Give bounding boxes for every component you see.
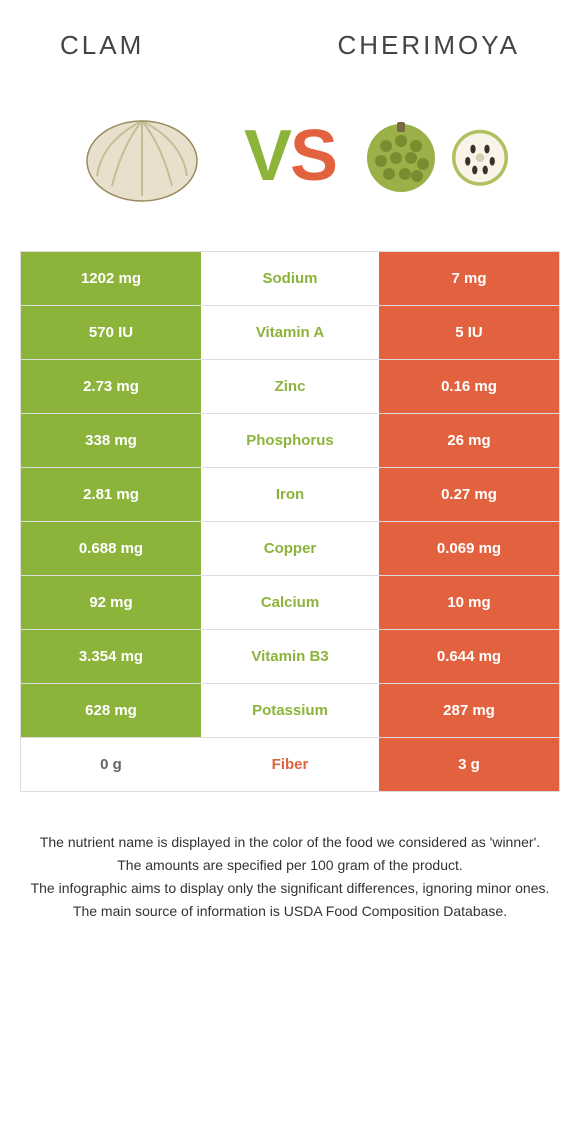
left-value: 0 g [21, 738, 201, 791]
left-value: 1202 mg [21, 252, 201, 305]
left-value: 338 mg [21, 414, 201, 467]
table-row: 628 mgPotassium287 mg [21, 684, 559, 738]
footer-notes: The nutrient name is displayed in the co… [0, 792, 580, 922]
nutrient-label: Potassium [201, 684, 379, 737]
comparison-table: 1202 mgSodium7 mg570 IUVitamin A5 IU2.73… [20, 251, 560, 792]
nutrient-label: Calcium [201, 576, 379, 629]
title-row: CLAM CHERIMOYA [0, 0, 580, 71]
table-row: 1202 mgSodium7 mg [21, 252, 559, 306]
left-value: 570 IU [21, 306, 201, 359]
left-value: 2.81 mg [21, 468, 201, 521]
nutrient-label: Fiber [201, 738, 379, 791]
left-value: 0.688 mg [21, 522, 201, 575]
table-row: 0 gFiber3 g [21, 738, 559, 792]
table-row: 2.73 mgZinc0.16 mg [21, 360, 559, 414]
footer-line: The nutrient name is displayed in the co… [30, 832, 550, 853]
left-value: 2.73 mg [21, 360, 201, 413]
nutrient-label: Sodium [201, 252, 379, 305]
cherimoya-image [336, 116, 540, 196]
table-row: 338 mgPhosphorus26 mg [21, 414, 559, 468]
right-value: 0.27 mg [379, 468, 559, 521]
nutrient-label: Phosphorus [201, 414, 379, 467]
left-value: 3.354 mg [21, 630, 201, 683]
footer-line: The infographic aims to display only the… [30, 878, 550, 899]
left-value: 628 mg [21, 684, 201, 737]
clam-image [40, 106, 244, 206]
table-row: 92 mgCalcium10 mg [21, 576, 559, 630]
nutrient-label: Copper [201, 522, 379, 575]
nutrient-label: Vitamin B3 [201, 630, 379, 683]
right-value: 26 mg [379, 414, 559, 467]
table-row: 570 IUVitamin A5 IU [21, 306, 559, 360]
footer-line: The amounts are specified per 100 gram o… [30, 855, 550, 876]
right-value: 0.16 mg [379, 360, 559, 413]
hero-row: V S [0, 71, 580, 251]
nutrient-label: Zinc [201, 360, 379, 413]
nutrient-label: Vitamin A [201, 306, 379, 359]
table-row: 3.354 mgVitamin B30.644 mg [21, 630, 559, 684]
right-value: 0.644 mg [379, 630, 559, 683]
right-value: 0.069 mg [379, 522, 559, 575]
vs-label: V S [244, 115, 336, 197]
right-value: 5 IU [379, 306, 559, 359]
right-value: 10 mg [379, 576, 559, 629]
right-value: 287 mg [379, 684, 559, 737]
right-value: 3 g [379, 738, 559, 791]
vs-s: S [290, 115, 336, 197]
footer-line: The main source of information is USDA F… [30, 901, 550, 922]
table-row: 2.81 mgIron0.27 mg [21, 468, 559, 522]
title-right: CHERIMOYA [337, 30, 520, 61]
right-value: 7 mg [379, 252, 559, 305]
left-value: 92 mg [21, 576, 201, 629]
title-left: CLAM [60, 30, 144, 61]
vs-v: V [244, 115, 290, 197]
table-row: 0.688 mgCopper0.069 mg [21, 522, 559, 576]
nutrient-label: Iron [201, 468, 379, 521]
